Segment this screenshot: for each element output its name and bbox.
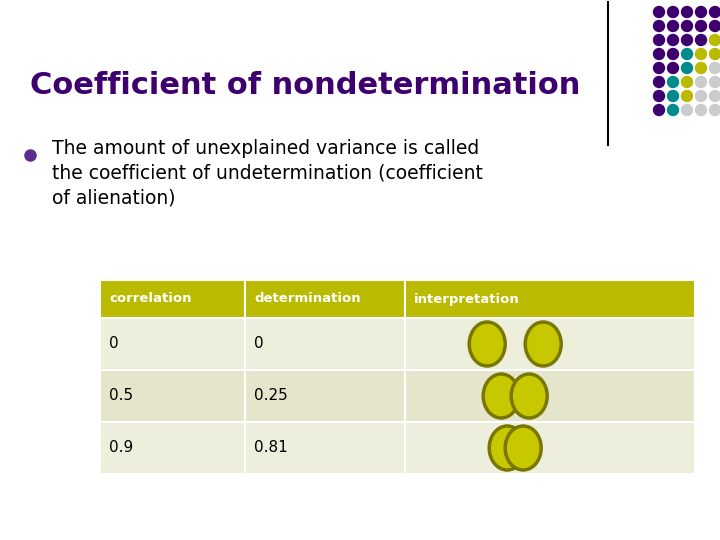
Ellipse shape bbox=[654, 49, 665, 59]
Ellipse shape bbox=[469, 322, 505, 366]
Ellipse shape bbox=[709, 21, 720, 31]
Text: 0.81: 0.81 bbox=[254, 441, 288, 456]
Ellipse shape bbox=[709, 35, 720, 45]
Text: interpretation: interpretation bbox=[414, 293, 520, 306]
Ellipse shape bbox=[654, 6, 665, 17]
Ellipse shape bbox=[682, 6, 693, 17]
Ellipse shape bbox=[696, 35, 706, 45]
Bar bbox=[245, 318, 405, 370]
Ellipse shape bbox=[667, 63, 678, 73]
Ellipse shape bbox=[654, 35, 665, 45]
Ellipse shape bbox=[709, 6, 720, 17]
Text: 0.25: 0.25 bbox=[254, 388, 288, 403]
Ellipse shape bbox=[654, 77, 665, 87]
Text: correlation: correlation bbox=[109, 293, 192, 306]
Ellipse shape bbox=[696, 21, 706, 31]
Ellipse shape bbox=[709, 49, 720, 59]
Bar bbox=[405, 280, 695, 318]
Ellipse shape bbox=[682, 35, 693, 45]
Ellipse shape bbox=[696, 91, 706, 102]
Text: 0: 0 bbox=[254, 336, 264, 352]
Text: 0.5: 0.5 bbox=[109, 388, 133, 403]
Ellipse shape bbox=[667, 105, 678, 116]
Bar bbox=[100, 318, 245, 370]
Ellipse shape bbox=[667, 6, 678, 17]
Bar bbox=[405, 370, 695, 422]
Text: Coefficient of nondetermination: Coefficient of nondetermination bbox=[30, 71, 580, 99]
Ellipse shape bbox=[525, 322, 561, 366]
Ellipse shape bbox=[682, 105, 693, 116]
Ellipse shape bbox=[696, 105, 706, 116]
Ellipse shape bbox=[682, 91, 693, 102]
Ellipse shape bbox=[682, 21, 693, 31]
Ellipse shape bbox=[654, 105, 665, 116]
Ellipse shape bbox=[667, 91, 678, 102]
Ellipse shape bbox=[667, 21, 678, 31]
Bar bbox=[405, 318, 695, 370]
Ellipse shape bbox=[505, 426, 541, 470]
Ellipse shape bbox=[709, 91, 720, 102]
Text: determination: determination bbox=[254, 293, 361, 306]
Ellipse shape bbox=[696, 6, 706, 17]
Ellipse shape bbox=[667, 77, 678, 87]
Ellipse shape bbox=[682, 49, 693, 59]
Ellipse shape bbox=[696, 63, 706, 73]
Text: The amount of unexplained variance is called: The amount of unexplained variance is ca… bbox=[52, 138, 480, 158]
Bar bbox=[405, 422, 695, 474]
Bar bbox=[245, 370, 405, 422]
Ellipse shape bbox=[709, 77, 720, 87]
Text: 0: 0 bbox=[109, 336, 119, 352]
Ellipse shape bbox=[696, 77, 706, 87]
Text: 0.9: 0.9 bbox=[109, 441, 133, 456]
Ellipse shape bbox=[667, 49, 678, 59]
Ellipse shape bbox=[682, 77, 693, 87]
Ellipse shape bbox=[483, 374, 519, 418]
Bar bbox=[245, 422, 405, 474]
Ellipse shape bbox=[654, 21, 665, 31]
Bar bbox=[100, 370, 245, 422]
Bar bbox=[100, 280, 245, 318]
Ellipse shape bbox=[654, 63, 665, 73]
Ellipse shape bbox=[709, 63, 720, 73]
Bar bbox=[245, 280, 405, 318]
Ellipse shape bbox=[709, 105, 720, 116]
Ellipse shape bbox=[667, 35, 678, 45]
Ellipse shape bbox=[511, 374, 547, 418]
Text: the coefficient of undetermination (coefficient: the coefficient of undetermination (coef… bbox=[52, 164, 483, 183]
Ellipse shape bbox=[654, 91, 665, 102]
Bar bbox=[100, 422, 245, 474]
Ellipse shape bbox=[682, 63, 693, 73]
Ellipse shape bbox=[696, 49, 706, 59]
Text: of alienation): of alienation) bbox=[52, 188, 176, 207]
Ellipse shape bbox=[489, 426, 525, 470]
